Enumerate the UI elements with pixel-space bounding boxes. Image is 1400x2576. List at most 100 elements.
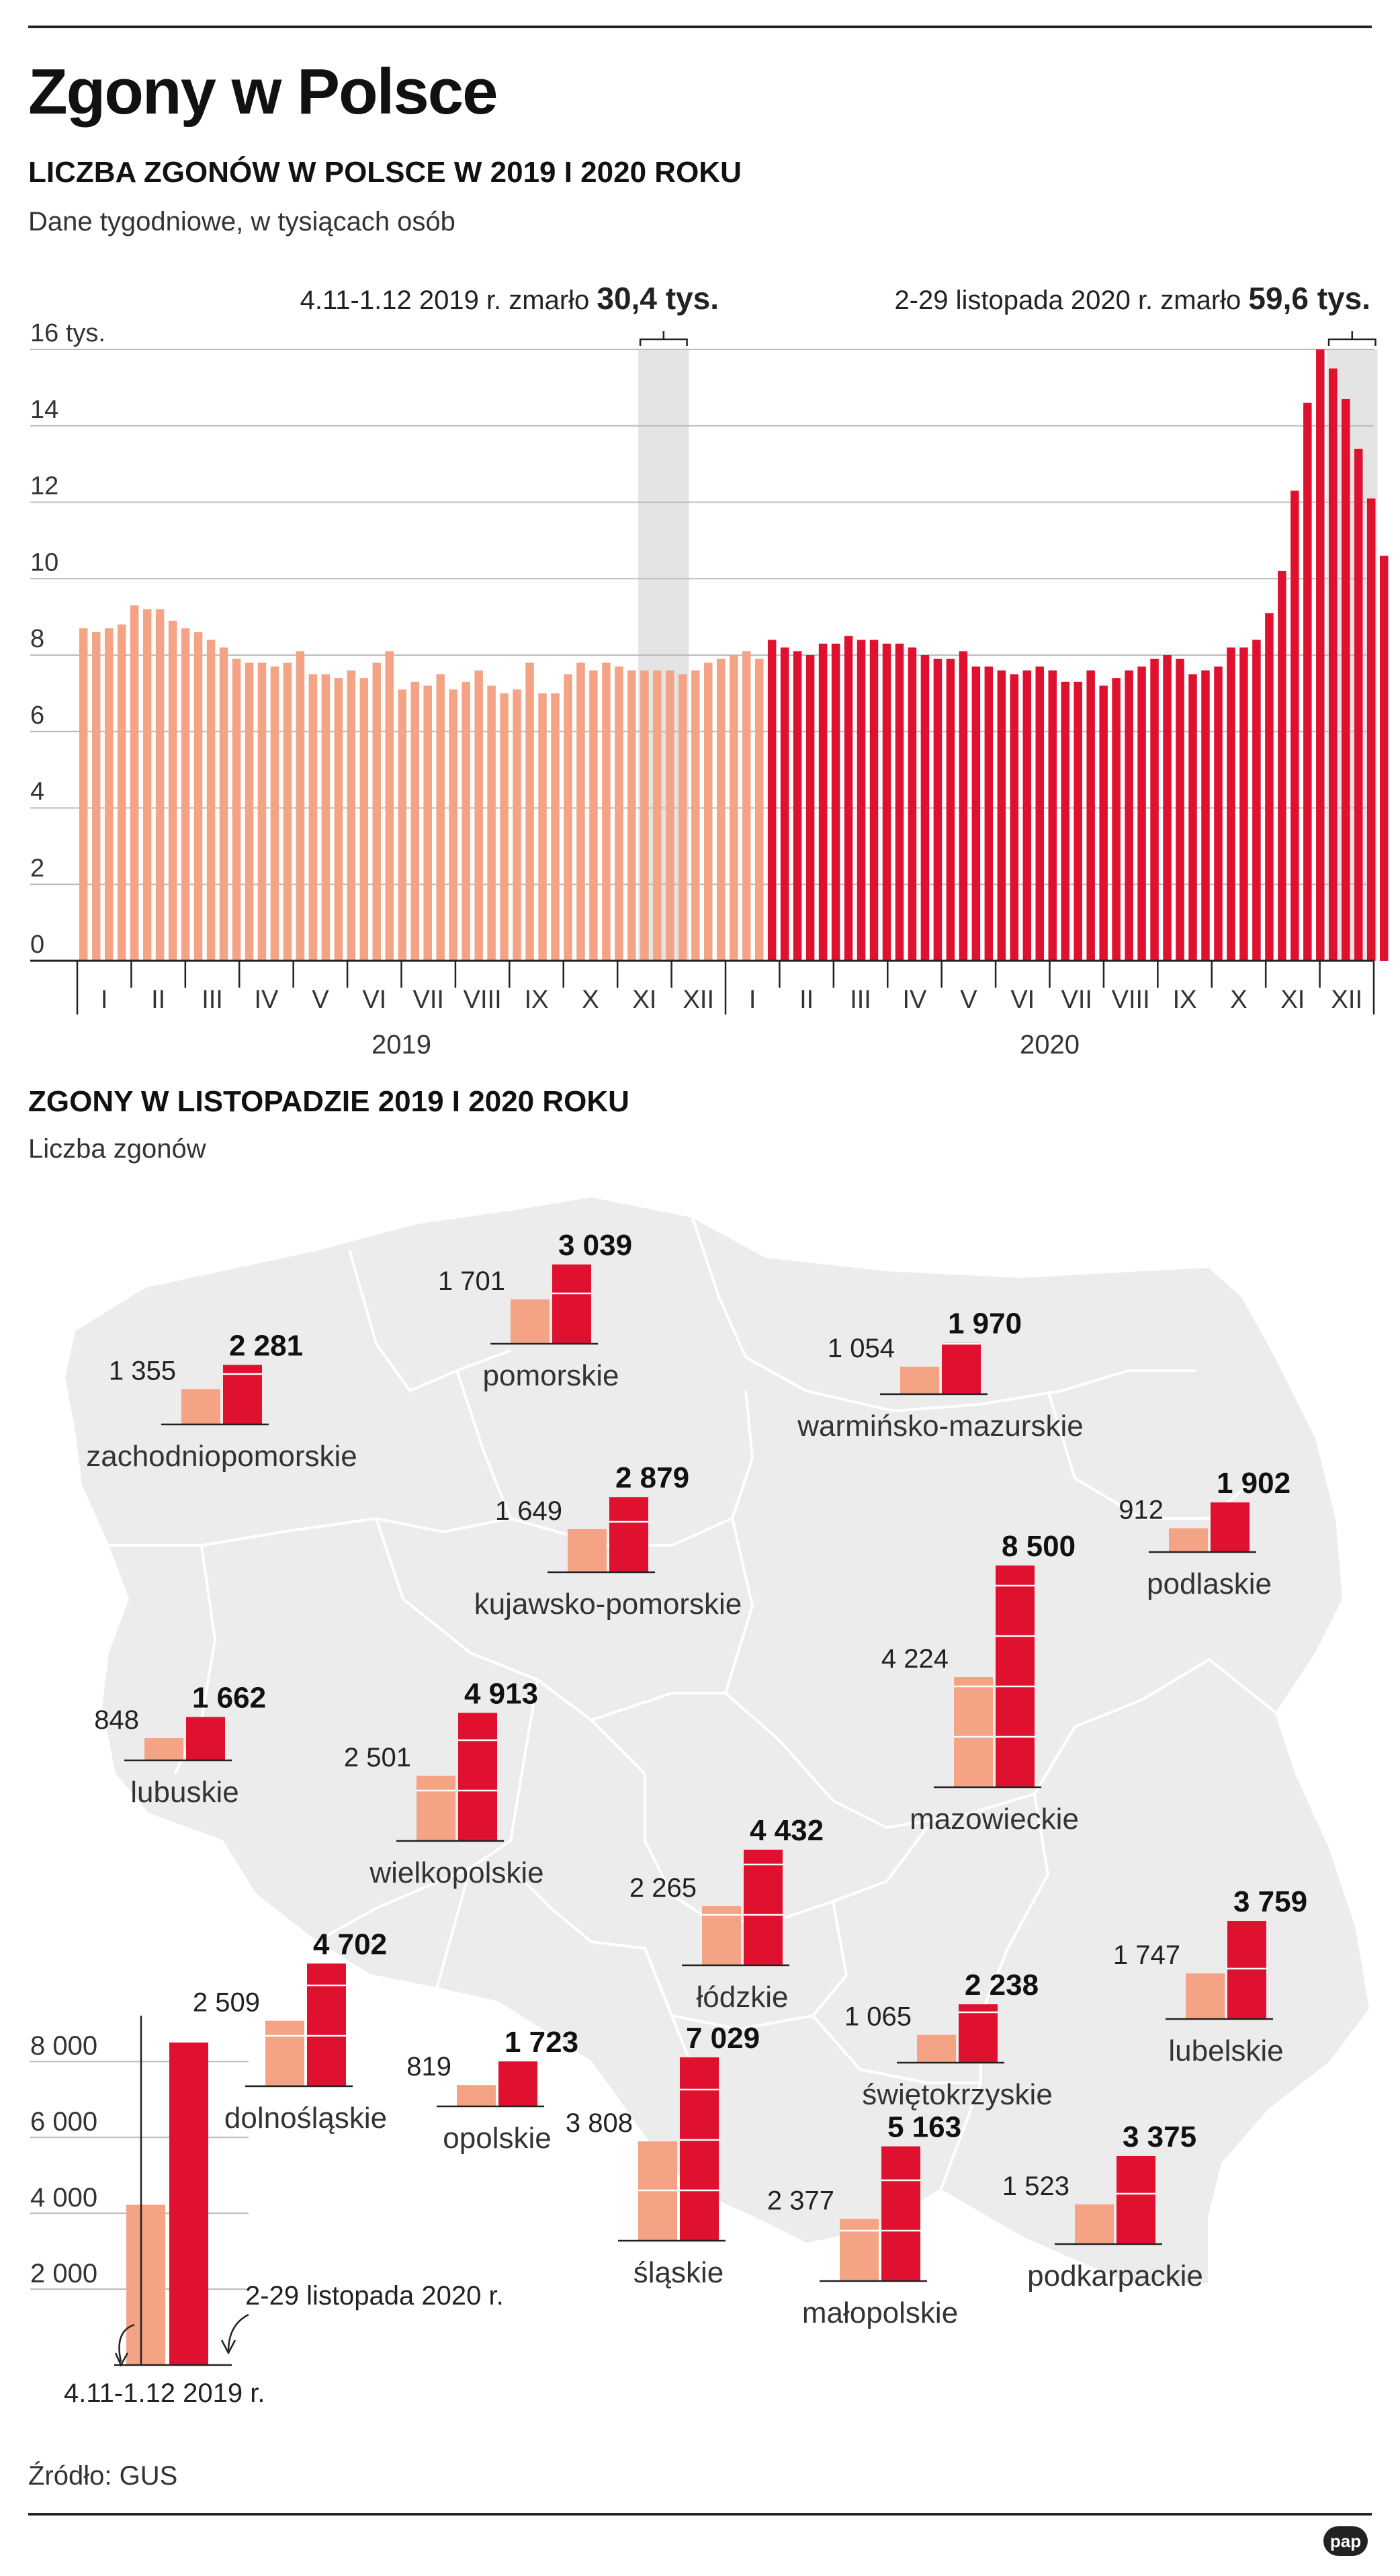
region-value-2020: 2 281 — [229, 1329, 303, 1362]
region-value-2020: 1 970 — [948, 1307, 1022, 1340]
bar-2020 — [767, 640, 777, 961]
legend-arrowhead-2019 — [114, 2352, 129, 2367]
region-value-2019: 1 065 — [844, 2002, 912, 2032]
voivodeship-border — [315, 1866, 471, 1943]
legend-scale-label: 4 000 — [30, 2183, 97, 2213]
annotation-2020: 2-29 listopada 2020 r. zmarło 59,6 tys. — [894, 281, 1370, 316]
annotation-2019-text: 4.11-1.12 2019 r. zmarło — [300, 286, 597, 315]
bar-2019 — [436, 674, 445, 961]
top-rule — [28, 26, 1372, 28]
region-bar-2019 — [900, 1367, 939, 1394]
region-bar-2020 — [881, 2146, 920, 2281]
region-value-2020: 7 029 — [686, 2022, 760, 2055]
region-name: małopolskie — [802, 2296, 958, 2329]
month-label: VII — [1061, 986, 1092, 1014]
source-note: Źródło: GUS — [28, 2461, 178, 2491]
bar-2020 — [1316, 349, 1325, 961]
region-value-2020: 2 238 — [965, 1969, 1039, 2002]
bar-2019 — [462, 681, 470, 961]
weekly-subheading: Dane tygodniowe, w tysiącach osób — [28, 207, 455, 237]
region-bar-2020 — [307, 1963, 346, 2086]
bar-2020 — [1048, 670, 1057, 961]
voivodeship-border — [107, 1516, 511, 1547]
region-value-2020: 1 662 — [192, 1681, 266, 1714]
legend-bar-2020 — [169, 2043, 208, 2365]
bar-2019 — [142, 609, 152, 961]
bar-2020 — [933, 658, 943, 961]
bar-2020 — [818, 643, 828, 961]
y-tick-label: 12 — [30, 472, 58, 501]
region-value-2020: 4 432 — [750, 1814, 824, 1847]
legend-scale-label: 6 000 — [30, 2107, 97, 2137]
month-label: IX — [525, 986, 549, 1014]
region-name: podkarpackie — [1027, 2260, 1203, 2292]
region-bar-2019 — [1075, 2204, 1114, 2244]
bar-2020 — [1176, 658, 1184, 961]
bar-2020 — [1137, 667, 1146, 961]
bar-2020 — [908, 647, 917, 961]
bar-2019 — [334, 678, 343, 961]
region-bar-2020 — [996, 1565, 1035, 1787]
region-bar-2020 — [680, 2057, 719, 2241]
y-tick-label: 10 — [30, 548, 58, 576]
bar-2019 — [666, 670, 674, 961]
region-bar-2020 — [458, 1713, 497, 1841]
bar-2019 — [525, 662, 534, 961]
region-bar-2019 — [511, 1299, 550, 1344]
regional-heading: ZGONY W LISTOPADZIE 2019 I 2020 ROKU — [28, 1085, 629, 1118]
month-label: II — [799, 986, 814, 1014]
region-name: lubelskie — [1168, 2034, 1283, 2067]
bar-2019 — [79, 628, 88, 961]
bar-2020 — [1061, 681, 1069, 961]
month-label: I — [749, 986, 756, 1014]
region-bar-2019 — [265, 2020, 304, 2086]
bar-2020 — [984, 667, 994, 961]
bottom-rule — [28, 2513, 1372, 2516]
bar-2019 — [576, 662, 585, 961]
region-bar-2019 — [917, 2034, 956, 2063]
region-bar-2020 — [959, 2004, 998, 2063]
bar-2019 — [321, 674, 331, 961]
region-bar-2020 — [609, 1497, 648, 1572]
bar-2019 — [653, 670, 662, 961]
bar-2019 — [754, 658, 764, 961]
bar-2020 — [1099, 685, 1108, 961]
bar-2020 — [1252, 640, 1261, 961]
bar-2020 — [1074, 681, 1082, 961]
region-value-2019: 2 265 — [629, 1873, 697, 1903]
y-tick-label: 4 — [30, 778, 44, 806]
region-bar-2020 — [942, 1342, 981, 1394]
bar-2019 — [742, 651, 751, 961]
region-value-2019: 1 355 — [109, 1356, 176, 1385]
region-name: opolskie — [443, 2122, 551, 2155]
bar-2019 — [385, 651, 394, 961]
bar-2019 — [117, 624, 126, 961]
weekly-heading: LICZBA ZGONÓW W POLSCE W 2019 I 2020 ROK… — [28, 156, 742, 189]
bar-2019 — [640, 670, 649, 961]
region-value-2020: 3 039 — [558, 1229, 632, 1262]
bar-2019 — [219, 647, 228, 961]
region-bar-2019 — [417, 1775, 455, 1841]
region-name: dolnośląskie — [224, 2102, 387, 2135]
annotation-2019: 4.11-1.12 2019 r. zmarło 30,4 tys. — [300, 281, 719, 316]
y-tick-label: 16 tys. — [30, 319, 105, 347]
bar-2020 — [882, 643, 891, 961]
region-name: łódzkie — [697, 1981, 789, 2014]
y-tick-label: 14 — [30, 396, 58, 424]
bar-2019 — [245, 662, 254, 961]
bar-2019 — [513, 689, 521, 961]
region-bar-2020 — [744, 1849, 783, 1965]
month-label: XII — [683, 986, 714, 1014]
region-name: mazowieckie — [910, 1803, 1079, 1836]
legend-label-2019: 4.11-1.12 2019 r. — [64, 2378, 265, 2408]
region-value-2020: 3 759 — [1233, 1885, 1307, 1918]
region-value-2019: 1 747 — [1113, 1940, 1180, 1970]
bar-2020 — [1112, 678, 1121, 961]
year-label: 2019 — [371, 1030, 431, 1060]
year-label: 2020 — [1020, 1030, 1080, 1060]
region-value-2020: 8 500 — [1002, 1530, 1076, 1563]
region-bar-2020 — [1211, 1502, 1250, 1552]
bar-2019 — [410, 681, 419, 961]
voivodeship-border — [939, 1793, 1050, 2191]
bar-2019 — [691, 670, 700, 961]
